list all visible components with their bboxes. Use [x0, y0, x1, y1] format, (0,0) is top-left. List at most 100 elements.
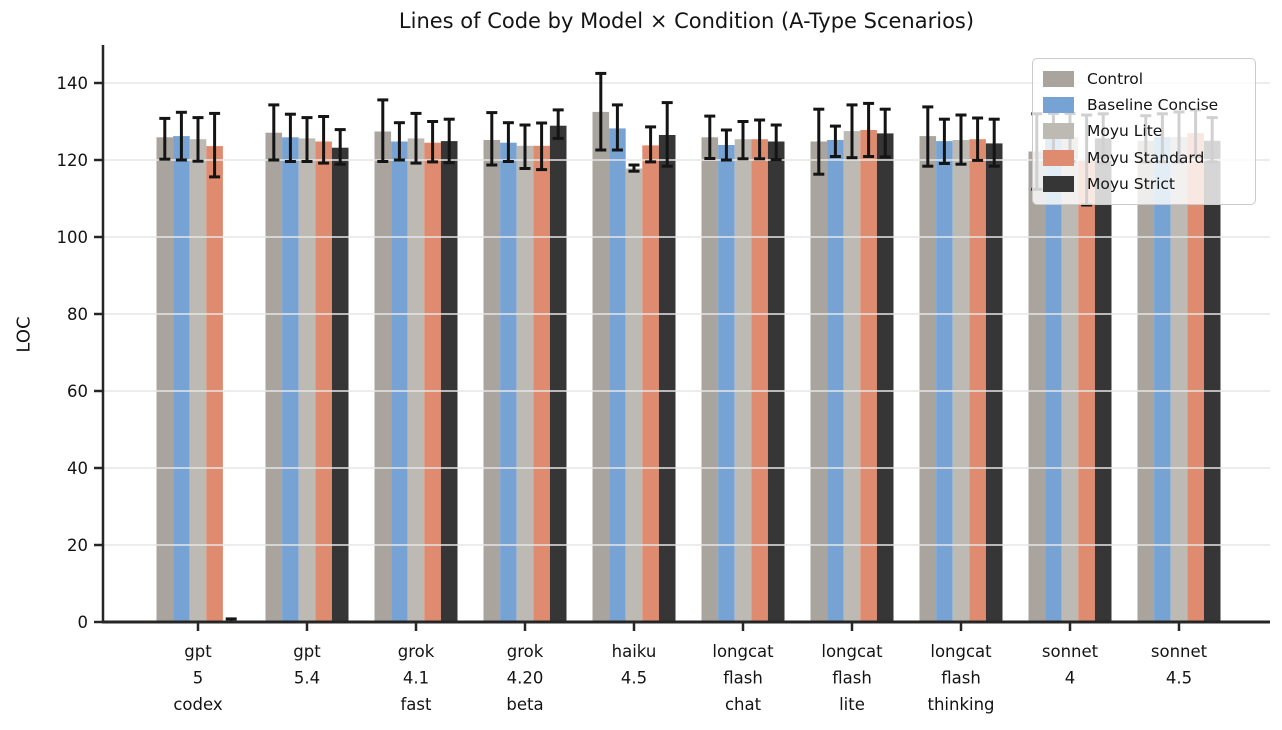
legend-swatch [1043, 123, 1074, 140]
bar [298, 138, 316, 622]
bar [1187, 133, 1204, 622]
legend-label: Moyu Standard [1087, 148, 1205, 167]
y-tick-label: 80 [67, 305, 88, 324]
bar [331, 147, 349, 622]
bar [500, 142, 517, 622]
error-bar [502, 121, 514, 163]
error-bar [922, 105, 934, 168]
error-bar [661, 101, 673, 168]
bar [265, 132, 283, 622]
legend-item: Moyu Strict [1043, 175, 1245, 193]
bar [1154, 136, 1171, 622]
legend-label: Control [1087, 70, 1144, 89]
error-bar [645, 125, 657, 164]
bar [315, 141, 332, 622]
x-tick-label: 4.5 [1166, 669, 1192, 688]
bar [592, 111, 610, 623]
error-bar [318, 115, 330, 165]
error-bar [846, 103, 858, 160]
x-tick-label: flash [941, 669, 981, 688]
x-tick-label: 4.20 [507, 669, 544, 688]
bar [985, 143, 1003, 622]
bar [1028, 151, 1046, 622]
y-tick-label: 40 [67, 459, 88, 478]
bar [1094, 138, 1112, 622]
bar [1137, 140, 1155, 623]
x-tick-label: beta [506, 695, 543, 714]
x-tick-label: 5 [193, 669, 204, 688]
x-tick-label: flash [723, 669, 763, 688]
error-bar [938, 117, 950, 165]
error-bar [410, 111, 422, 165]
bar [609, 128, 626, 622]
error-bar [268, 103, 280, 162]
bar [843, 131, 861, 622]
bar [391, 141, 408, 622]
error-bar [628, 163, 640, 173]
y-tick-label: 0 [78, 613, 89, 632]
x-tick-label: 4.1 [403, 669, 429, 688]
bar [1061, 136, 1079, 622]
x-tick-label: grok [398, 642, 435, 661]
bar [952, 140, 970, 622]
bar [424, 142, 441, 622]
error-bar [972, 116, 984, 162]
x-tick-label: chat [725, 695, 762, 714]
legend-swatch [1043, 71, 1074, 88]
error-bar [159, 116, 171, 161]
error-bar [754, 118, 766, 161]
error-bar [486, 111, 498, 167]
error-bar [536, 121, 548, 172]
bar [374, 131, 392, 622]
bar [1203, 140, 1221, 623]
error-bar [704, 114, 716, 160]
x-tick-label: flash [832, 669, 872, 688]
legend-item: Moyu Standard [1043, 149, 1245, 167]
error-bar [879, 107, 891, 159]
x-tick-label: longcat [821, 642, 883, 661]
error-bar [863, 101, 875, 158]
bar [701, 137, 719, 623]
error-bar [955, 113, 967, 166]
bar [1045, 137, 1062, 623]
x-tick-label: sonnet [1151, 642, 1208, 661]
legend-swatch [1043, 175, 1074, 192]
bar [718, 145, 735, 622]
bar [810, 141, 828, 622]
bar [440, 141, 458, 622]
legend-item: Control [1043, 70, 1245, 88]
x-tick-label: sonnet [1042, 642, 1099, 661]
error-bar [519, 123, 531, 170]
bar [734, 139, 752, 622]
error-bar [443, 117, 455, 165]
bar [483, 140, 501, 622]
legend-item: Moyu Lite [1043, 122, 1245, 140]
legend-swatch [1043, 149, 1074, 166]
bar [919, 136, 937, 622]
bar [533, 145, 550, 623]
bar [876, 133, 894, 622]
x-tick-label: haiku [612, 642, 657, 661]
x-tick-label: grok [507, 642, 544, 661]
x-tick-label: gpt [293, 642, 321, 661]
bar [173, 136, 190, 622]
error-bar [209, 111, 221, 179]
y-tick-label: 120 [57, 151, 89, 170]
bar [407, 138, 425, 622]
error-bar [377, 98, 389, 163]
bar [282, 137, 299, 623]
bar [625, 168, 643, 622]
y-tick-label: 60 [67, 382, 88, 401]
y-tick-label: 140 [57, 74, 89, 93]
legend-label: Moyu Lite [1087, 122, 1163, 141]
bar [156, 137, 174, 623]
legend-item: Baseline Concise [1043, 96, 1245, 114]
legend: Control Baseline Concise Moyu Lite Moyu Sta… [1032, 58, 1256, 205]
bar [767, 141, 785, 622]
bar [658, 135, 676, 622]
x-tick-label: 5.4 [294, 669, 320, 688]
error-bar [737, 120, 749, 161]
x-tick-label: longcat [712, 642, 774, 661]
